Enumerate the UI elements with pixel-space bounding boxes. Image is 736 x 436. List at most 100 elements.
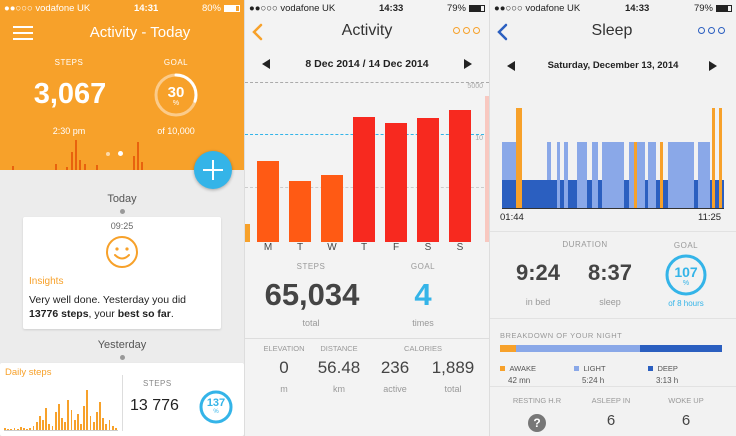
status-time: 14:31 <box>133 2 159 14</box>
light-sleep-block <box>629 142 645 208</box>
timeline-dot <box>120 355 125 360</box>
week-bar-3[interactable] <box>353 116 375 242</box>
daily-step-bar <box>38 416 41 430</box>
daily-step-bar <box>19 427 22 430</box>
awake-spike <box>719 108 722 208</box>
goal-sub: times <box>412 318 434 328</box>
chart-edge-bar-left <box>245 224 250 242</box>
mini-bar <box>137 142 139 170</box>
light-sleep-block <box>592 142 598 208</box>
sleep-chart <box>502 108 724 208</box>
battery-text: 80% <box>201 2 221 14</box>
next-day-icon[interactable] <box>709 61 717 71</box>
section-divider <box>490 231 736 232</box>
goal-label: GOAL <box>410 262 436 271</box>
light-sleep-block <box>564 142 568 208</box>
sleep-axis <box>502 208 724 209</box>
hamburger-icon[interactable] <box>13 26 33 40</box>
daily-goal-ring <box>199 390 233 424</box>
daily-goal-unit: % <box>213 409 219 415</box>
light-sleep-block <box>577 142 587 208</box>
carrier-text: ●●○○○ vodafone UK <box>249 2 336 14</box>
section-divider <box>490 318 736 319</box>
breakdown-segment-awake <box>500 345 516 352</box>
today-label: Today <box>107 193 137 205</box>
daily-goal-percent: 137 <box>206 397 226 409</box>
light-sleep-block <box>547 142 551 180</box>
prev-week-icon[interactable] <box>262 59 270 69</box>
yesterday-label: Yesterday <box>97 339 147 351</box>
daily-step-bar <box>29 428 32 430</box>
carrier-text: ●●○○○ vodafone UK <box>4 2 91 14</box>
steps-total-value: 65,034 <box>264 277 360 312</box>
awake-spike <box>516 108 522 208</box>
awake-spike <box>660 142 663 208</box>
daily-step-bar <box>86 390 89 430</box>
daily-step-bar <box>83 406 86 430</box>
back-chevron-icon[interactable] <box>496 23 508 41</box>
ref-label-goal: 10 <box>475 135 483 142</box>
elevation-value: 0 <box>279 358 289 377</box>
prev-day-icon[interactable] <box>507 61 515 71</box>
week-bar-2[interactable] <box>321 175 343 242</box>
page-dot-active[interactable] <box>118 151 123 156</box>
panel-divider <box>244 0 245 436</box>
mini-bar <box>133 156 135 170</box>
legend-deep-value: 3:13 h <box>656 376 679 385</box>
more-options-icon[interactable] <box>453 27 480 34</box>
status-time: 14:33 <box>378 2 404 14</box>
help-icon[interactable]: ? <box>528 414 546 432</box>
daily-step-bar <box>89 416 92 430</box>
next-week-icon[interactable] <box>464 59 472 69</box>
legend-awake: AWAKE 42 mn <box>500 358 574 385</box>
legend-light: LIGHT 5:24 h <box>574 358 648 385</box>
weekday-label-0: M <box>263 242 273 253</box>
legend-awake-value: 42 mn <box>508 376 531 385</box>
insight-text-1: Very well done. Yesterday you did <box>29 294 187 306</box>
back-chevron-icon[interactable] <box>251 23 263 41</box>
awake-spike <box>712 108 715 208</box>
sleep-goal-label: GOAL <box>673 241 699 250</box>
light-sleep-block <box>698 142 710 208</box>
mini-bar <box>66 167 68 170</box>
section-divider <box>245 338 489 339</box>
week-bar-1[interactable] <box>289 180 311 242</box>
in-bed-label: in bed <box>525 297 551 307</box>
add-button[interactable] <box>194 151 232 189</box>
weekday-label-3: T <box>360 242 368 253</box>
ref-line-top <box>245 82 489 83</box>
mini-bar <box>75 140 77 170</box>
week-bar-0[interactable] <box>257 161 279 242</box>
daily-step-bar <box>7 429 10 430</box>
daily-steps-value: 13 776 <box>130 397 179 414</box>
page-dot[interactable] <box>106 152 110 156</box>
activity-week-screen: ●●○○○ vodafone UK 14:33 79% Activity 8 D… <box>245 0 489 436</box>
daily-step-bar <box>111 426 114 430</box>
daily-step-bar <box>35 422 38 430</box>
breakdown-label: BREAKDOWN OF YOUR NIGHT <box>500 331 623 340</box>
status-time: 14:33 <box>624 2 650 14</box>
week-bar-4[interactable] <box>385 122 407 242</box>
daily-step-bar <box>32 426 35 430</box>
more-options-icon[interactable] <box>698 27 725 34</box>
insight-best: best so far <box>117 308 171 320</box>
page-title: Activity - Today <box>89 24 191 41</box>
goal-percent: 30 <box>167 84 185 101</box>
plus-icon <box>203 160 223 180</box>
activity-today-screen: ●●○○○ vodafone UK 14:31 80% Activity - T… <box>0 0 244 436</box>
smiley-icon <box>106 236 138 268</box>
mini-bar <box>84 164 86 170</box>
daily-step-bar <box>45 408 48 430</box>
insights-card[interactable]: 09:25 Insights Very well done. Yesterday… <box>23 217 221 329</box>
insights-title: Insights <box>29 276 64 287</box>
daily-step-bar <box>26 429 29 430</box>
week-bar-5[interactable] <box>417 117 439 242</box>
calories-total-value: 1,889 <box>431 358 475 377</box>
daily-step-bar <box>80 424 82 430</box>
week-bar-6[interactable] <box>449 110 471 242</box>
elevation-unit: m <box>280 384 288 394</box>
light-sleep-block <box>502 142 516 180</box>
card-divider <box>122 375 123 431</box>
daily-steps-card[interactable]: Daily steps STEPS 13 776 137 % <box>0 363 244 436</box>
